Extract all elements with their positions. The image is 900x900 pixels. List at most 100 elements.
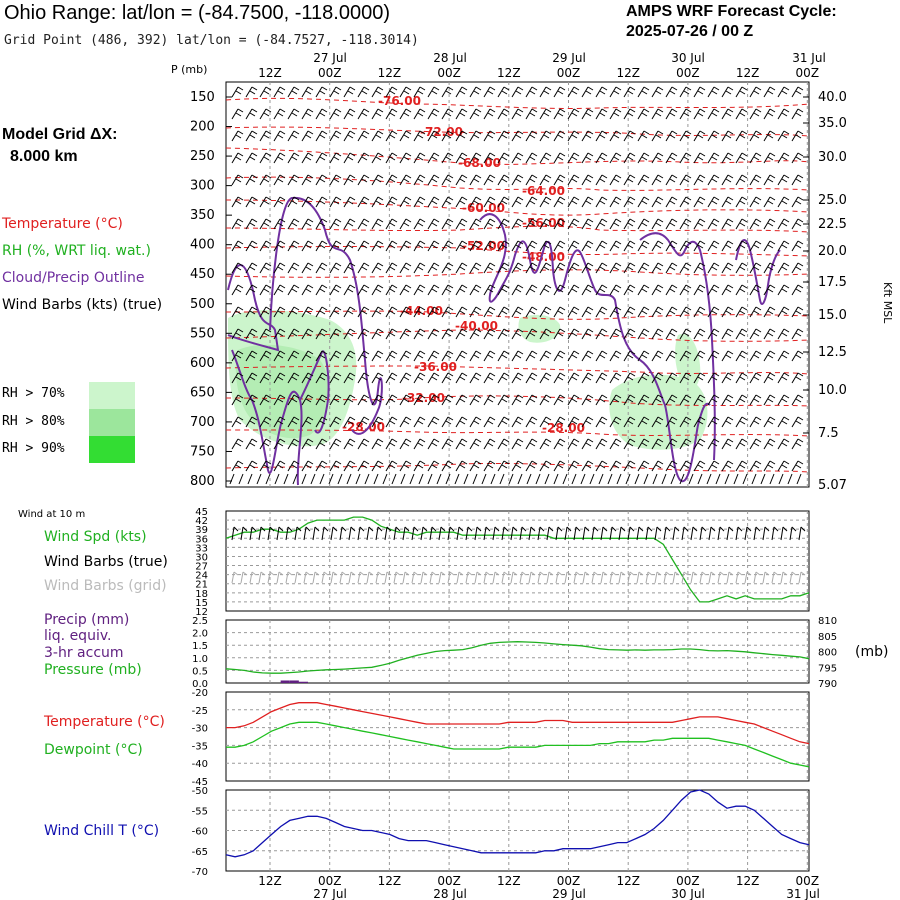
wind-barb-flag (321, 438, 328, 443)
wind-barb-staff (483, 86, 491, 98)
wind-barb-10m-flag (251, 526, 257, 532)
wind-barb-10m (456, 526, 460, 541)
wind-barb-flag (781, 200, 788, 205)
wind-barb-staff (707, 438, 715, 450)
wind-barb-flag (613, 90, 620, 95)
wind-barb-10m (618, 526, 622, 541)
wind-barb-flag (517, 262, 524, 267)
wind-barb-flag (585, 332, 592, 337)
wind-barb-10m-flag (746, 526, 752, 532)
wind-barb-flag (797, 152, 804, 157)
wind-barb-grid-flag (296, 571, 302, 576)
wind-barb (245, 174, 258, 186)
wind-barb-flag (503, 174, 510, 179)
wind-barb-flag (517, 86, 524, 91)
wind-barb-flag (237, 218, 244, 223)
wind-barb-flag (461, 416, 468, 421)
wind-barb-flag (347, 90, 354, 95)
wind-barb-flag (627, 156, 634, 161)
wind-barb (343, 108, 356, 120)
wind-barb (497, 108, 510, 120)
wind-barb-flag (431, 90, 438, 95)
wind-barb (679, 350, 692, 362)
wind-barb-staff (245, 152, 253, 164)
wind-barb-flag (447, 416, 454, 421)
wind-barb-staff (553, 196, 561, 208)
wind-barb-staff (245, 394, 253, 406)
wind-barb (259, 306, 272, 318)
wind-barb-10m (483, 526, 487, 541)
bottom-time-label: 12Z (616, 874, 640, 888)
wind-barb-staff (721, 350, 729, 362)
wind-barb-staff (399, 130, 407, 142)
wind-barb (483, 262, 496, 274)
wind-barb-flag (557, 178, 564, 183)
wind-barb-flag (487, 420, 494, 425)
wind-barb-10m-flag (755, 526, 761, 532)
wind-barb-staff (763, 438, 771, 450)
wind-barb-grid (348, 571, 352, 584)
wind-barb (259, 284, 272, 296)
wind-barb-flag (669, 222, 676, 227)
wind-barb-surface (436, 473, 442, 485)
wind-barb-flag (795, 266, 802, 271)
wind-barb-flag (559, 460, 566, 465)
wind-barb-flag (727, 394, 734, 399)
wind-barb (749, 350, 762, 362)
wind-barb-flag (615, 108, 622, 113)
wind-barb-10m-flag (350, 526, 356, 532)
wind-barb-staff (315, 240, 323, 252)
wind-barb-flag (641, 244, 648, 249)
precip-bar (280, 680, 290, 683)
wind-barb (791, 328, 804, 340)
wind-barb-grid (258, 571, 262, 584)
wind-barb-flag (361, 398, 368, 403)
wind-barb-10m (492, 526, 496, 541)
wind-barb (679, 416, 692, 428)
temperature-contour (225, 462, 810, 473)
wind-barb-staff (511, 108, 519, 120)
wind-barb-flag (291, 178, 298, 183)
wind-barb-staff (245, 284, 253, 296)
wind-barb-staff (707, 130, 715, 142)
wind-barb (469, 284, 482, 296)
wind-barb-flag (655, 112, 662, 117)
wind-barb-staff (511, 196, 519, 208)
wind-barb-flag (601, 240, 608, 245)
wind-barb-flag (725, 288, 732, 293)
wind-barb (623, 372, 636, 384)
wind-barb (455, 350, 468, 362)
wind-barb-flag (753, 398, 760, 403)
wind-barb-staff (623, 284, 631, 296)
wind-barb-flag (629, 218, 636, 223)
wind-barb-grid (627, 571, 631, 584)
wind-barb (315, 372, 328, 384)
wind-barb (763, 240, 776, 252)
wind-barb (665, 152, 678, 164)
wind-barb-flag (489, 394, 496, 399)
wind-barb-surface (445, 473, 451, 485)
wind-barb (791, 196, 804, 208)
wind-barb-flag (363, 306, 370, 311)
wind-barb-staff (371, 108, 379, 120)
wind-barb (287, 174, 300, 186)
wind-barb-staff (273, 152, 281, 164)
wind-ytick-label: 15 (195, 598, 208, 609)
wind-barb-flag (643, 130, 650, 135)
wind-barb-staff (399, 416, 407, 428)
wind-barb-flag (237, 284, 244, 289)
wind-barb (791, 394, 804, 406)
wind-barb-10m (672, 526, 676, 541)
wind-barb-staff (413, 108, 421, 120)
wind-barb-flag (277, 134, 284, 139)
wind-barb-staff (665, 240, 673, 252)
wind-barb-staff (553, 152, 561, 164)
wind-barb-staff (539, 416, 547, 428)
wind-barb-flag (235, 266, 242, 271)
wind-barb-flag (389, 332, 396, 337)
wind-barb-10m (249, 526, 253, 541)
wind-barb-grid-flag (341, 571, 347, 576)
wind-barb-flag (671, 240, 678, 245)
wind-barb-flag (503, 438, 510, 443)
wind-barb-flag (669, 398, 676, 403)
